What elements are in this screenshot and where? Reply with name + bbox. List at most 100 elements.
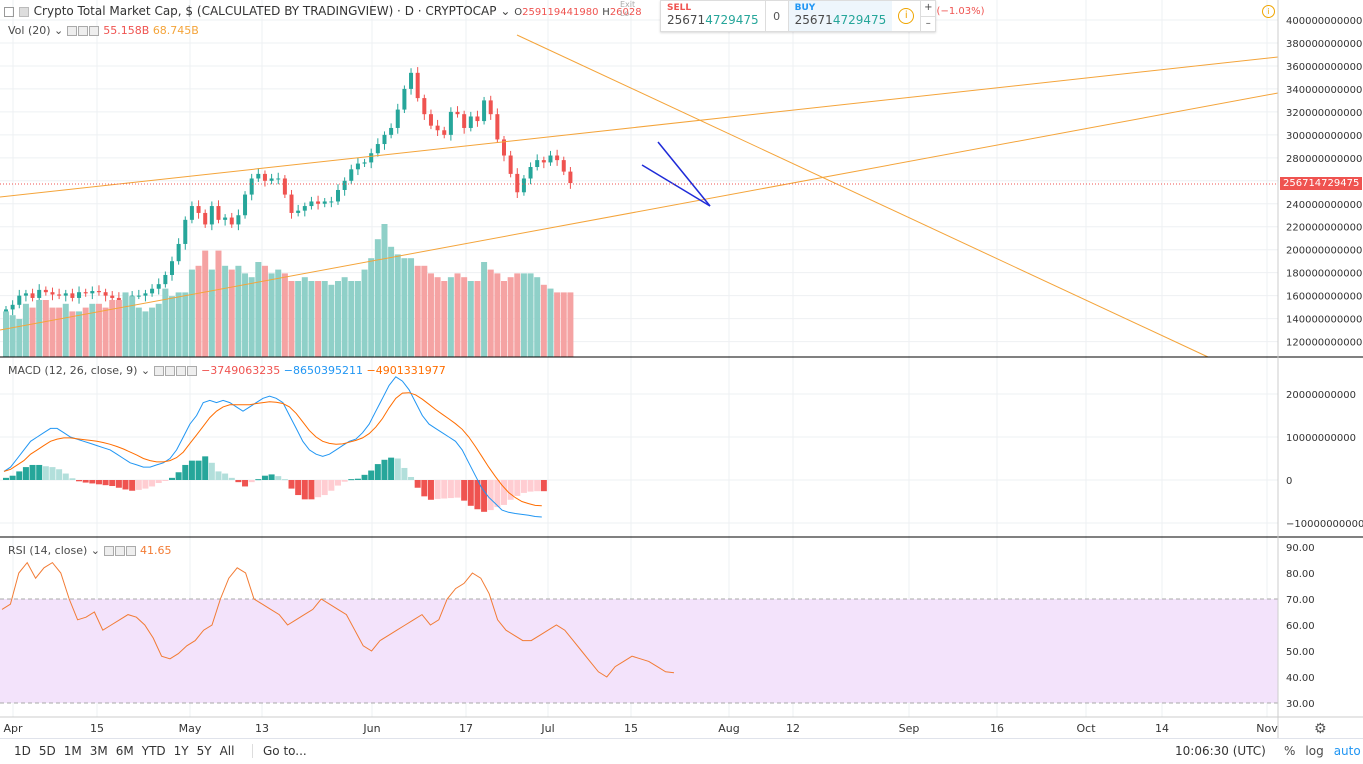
volume-bar[interactable] xyxy=(454,273,461,357)
volume-bar[interactable] xyxy=(76,311,83,357)
candle-body[interactable] xyxy=(555,155,560,161)
histogram-bar[interactable] xyxy=(22,467,29,480)
volume-bar[interactable] xyxy=(248,277,255,357)
candle-body[interactable] xyxy=(276,178,281,180)
candle-body[interactable] xyxy=(428,114,433,126)
range-button[interactable]: 5D xyxy=(38,744,56,758)
minus-button[interactable]: – xyxy=(921,15,936,32)
candle-body[interactable] xyxy=(349,169,354,181)
histogram-bar[interactable] xyxy=(427,480,434,500)
volume-bar[interactable] xyxy=(288,281,295,357)
histogram-bar[interactable] xyxy=(434,480,441,499)
volume-bar[interactable] xyxy=(16,319,23,357)
range-button[interactable]: 1D xyxy=(14,744,31,758)
volume-bar[interactable] xyxy=(567,292,574,357)
volume-bar[interactable] xyxy=(361,269,368,357)
volume-bar[interactable] xyxy=(328,284,335,357)
volume-bar[interactable] xyxy=(135,307,142,357)
histogram-bar[interactable] xyxy=(501,480,507,505)
volume-bar[interactable] xyxy=(394,254,401,357)
histogram-bar[interactable] xyxy=(261,475,268,480)
candle-body[interactable] xyxy=(296,210,301,213)
candle-body[interactable] xyxy=(495,114,500,140)
volume-bar[interactable] xyxy=(188,269,195,357)
macd-legend[interactable]: MACD (12, 26, close, 9) ⌄ −3749063235 −8… xyxy=(8,364,446,377)
histogram-bar[interactable] xyxy=(235,480,242,483)
candle-body[interactable] xyxy=(77,292,82,298)
histogram-bar[interactable] xyxy=(162,480,169,481)
histogram-bar[interactable] xyxy=(321,480,328,496)
volume-bar[interactable] xyxy=(540,284,547,357)
chart-canvas[interactable]: Apr 15 May 13 Jun 17 Jul 15 Aug 12 Sep 16 Oct 14 Nov 40… xyxy=(0,0,1363,738)
candle-body[interactable] xyxy=(156,284,161,289)
candle-body[interactable] xyxy=(196,206,201,213)
log-toggle[interactable]: log xyxy=(1305,744,1324,758)
candle-body[interactable] xyxy=(415,72,420,99)
signal-line[interactable] xyxy=(3,392,542,507)
histogram-bar[interactable] xyxy=(89,480,96,484)
volume-bar[interactable] xyxy=(129,296,136,357)
histogram-bar[interactable] xyxy=(381,459,388,480)
macd-pane[interactable] xyxy=(3,376,547,518)
candle-body[interactable] xyxy=(262,173,267,181)
candle-body[interactable] xyxy=(322,201,327,204)
candle-body[interactable] xyxy=(223,217,228,220)
histogram-bar[interactable] xyxy=(9,475,16,480)
range-button[interactable]: 1Y xyxy=(173,744,189,758)
histogram-bar[interactable] xyxy=(520,480,527,493)
candle-body[interactable] xyxy=(508,155,513,174)
volume-bar[interactable] xyxy=(162,288,169,357)
volume-bar[interactable] xyxy=(62,303,69,357)
candle-body[interactable] xyxy=(236,215,241,225)
histogram-bar[interactable] xyxy=(62,473,69,480)
candle-body[interactable] xyxy=(435,125,440,131)
candle-body[interactable] xyxy=(409,72,414,89)
volume-bar[interactable] xyxy=(295,281,302,357)
volume-bar[interactable] xyxy=(315,281,322,357)
histogram-bar[interactable] xyxy=(215,471,222,480)
volume-bar[interactable] xyxy=(202,250,209,357)
candle-body[interactable] xyxy=(442,130,447,135)
info-button[interactable]: i xyxy=(892,1,920,31)
volume-bar[interactable] xyxy=(514,273,521,357)
histogram-bar[interactable] xyxy=(534,480,541,492)
volume-bar[interactable] xyxy=(348,281,355,357)
histogram-bar[interactable] xyxy=(301,480,308,500)
candle-body[interactable] xyxy=(355,163,360,170)
histogram-bar[interactable] xyxy=(228,477,235,480)
histogram-bar[interactable] xyxy=(142,480,149,489)
candle-body[interactable] xyxy=(43,289,48,293)
volume-bar[interactable] xyxy=(335,281,341,357)
candle-body[interactable] xyxy=(382,134,387,145)
candle-body[interactable] xyxy=(37,289,42,298)
flag-icon[interactable] xyxy=(18,6,29,17)
candle-body[interactable] xyxy=(189,206,194,220)
histogram-bar[interactable] xyxy=(394,458,401,481)
range-button[interactable]: 1M xyxy=(63,744,82,758)
volume-bar[interactable] xyxy=(82,307,89,357)
candle-body[interactable] xyxy=(83,292,88,294)
histogram-bar[interactable] xyxy=(16,471,23,480)
histogram-bar[interactable] xyxy=(335,480,341,486)
indicator-controls[interactable] xyxy=(103,544,137,557)
quantity-field[interactable]: 0 xyxy=(764,1,789,31)
histogram-bar[interactable] xyxy=(474,480,481,510)
histogram-bar[interactable] xyxy=(514,480,521,496)
histogram-bar[interactable] xyxy=(248,480,255,483)
candle-body[interactable] xyxy=(515,173,520,193)
volume-bar[interactable] xyxy=(169,296,175,357)
histogram-bar[interactable] xyxy=(69,478,76,480)
histogram-bar[interactable] xyxy=(487,480,494,511)
candle-body[interactable] xyxy=(535,160,540,168)
histogram-bar[interactable] xyxy=(115,480,122,488)
macd-line[interactable] xyxy=(3,376,542,518)
volume-bar[interactable] xyxy=(507,277,514,357)
chevron-down-icon[interactable]: ⌄ xyxy=(140,364,151,377)
histogram-bar[interactable] xyxy=(308,480,315,500)
candle-body[interactable] xyxy=(488,100,493,115)
volume-bar[interactable] xyxy=(29,307,36,357)
candle-body[interactable] xyxy=(209,206,214,225)
range-button[interactable]: 5Y xyxy=(196,744,212,758)
volume-bar[interactable] xyxy=(408,258,415,357)
volume-bar[interactable] xyxy=(255,262,262,357)
